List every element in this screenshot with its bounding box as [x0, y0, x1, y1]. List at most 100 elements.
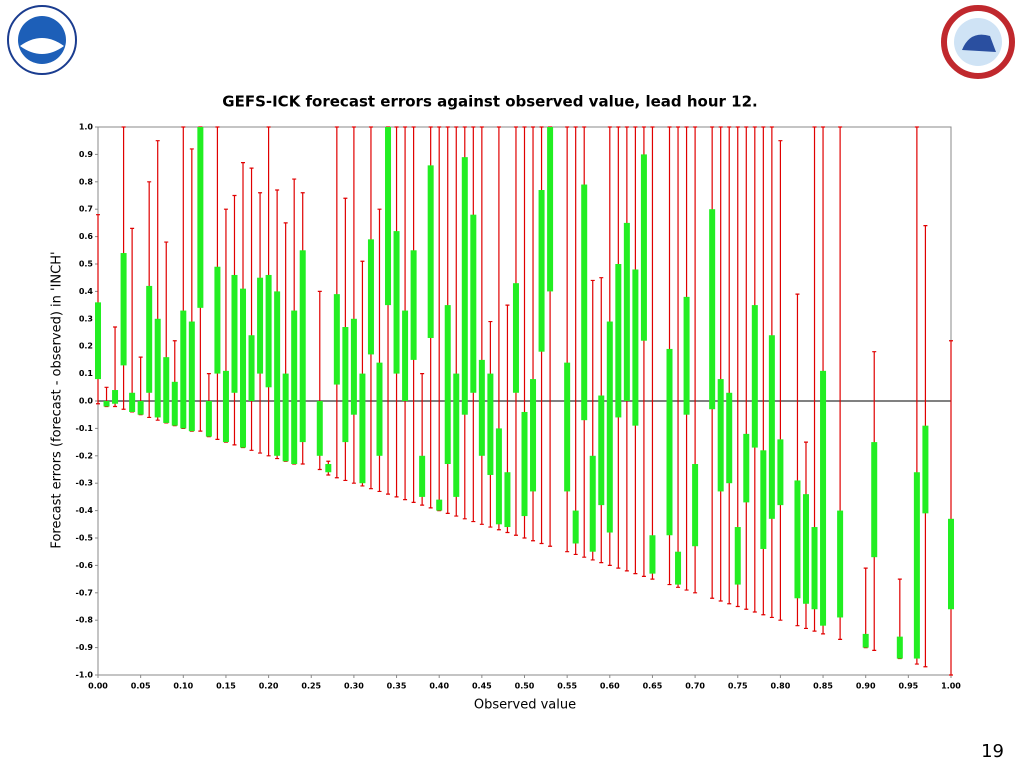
y-tick-label: -0.2 [76, 451, 94, 460]
y-tick-label: -1.0 [76, 671, 94, 680]
whisker [676, 126, 681, 588]
box [504, 472, 511, 528]
whisker [744, 126, 749, 610]
box [333, 294, 340, 385]
x-tick-label: 0.70 [685, 682, 705, 691]
box [683, 296, 690, 415]
box [129, 392, 136, 412]
box [205, 401, 212, 437]
box [666, 348, 673, 536]
box [743, 433, 750, 503]
box [367, 239, 374, 355]
x-tick-label: 0.80 [771, 682, 791, 691]
box [564, 362, 571, 492]
y-tick-label: -0.4 [76, 506, 94, 515]
whisker [479, 126, 484, 525]
y-tick-label: 0.7 [79, 205, 93, 214]
box [538, 190, 545, 352]
box [427, 165, 434, 338]
x-tick-label: 0.85 [813, 682, 833, 691]
box [820, 370, 827, 626]
box [470, 214, 477, 393]
box [436, 499, 443, 511]
box [948, 518, 954, 610]
y-tick-label: 1.0 [79, 123, 94, 132]
x-tick-label: 0.30 [344, 682, 364, 691]
whisker [727, 126, 732, 605]
box [521, 411, 528, 517]
y-tick-label: 0.0 [79, 397, 94, 406]
box [112, 390, 119, 404]
box [811, 527, 818, 610]
x-tick-label: 0.90 [856, 682, 876, 691]
x-tick-label: 0.35 [387, 682, 407, 691]
y-tick-label: -0.6 [76, 561, 94, 570]
plot: 1.0 0.9 0.8 0.7 0.6 0.5 0.4 0.3 0.2 0.1 0.0 -0.1 -0.… [76, 123, 962, 691]
chart-title: GEFS-ICK forecast errors against observe… [222, 93, 757, 111]
box [171, 381, 178, 426]
box [692, 464, 699, 547]
whisker [650, 126, 655, 580]
box [257, 277, 264, 374]
x-tick-label: 0.75 [728, 682, 748, 691]
box [768, 335, 775, 519]
box [734, 527, 741, 585]
box [640, 154, 647, 341]
box [248, 335, 255, 401]
box [180, 310, 187, 429]
whisker [130, 227, 135, 413]
box [402, 310, 409, 401]
box [146, 285, 153, 393]
box [751, 305, 758, 448]
box [760, 450, 767, 549]
x-tick-label: 0.65 [643, 682, 663, 691]
whisker [735, 126, 740, 608]
box [214, 266, 221, 374]
x-tick-label: 1.00 [941, 682, 961, 691]
box [197, 127, 204, 308]
x-tick-label: 0.25 [301, 682, 321, 691]
box [802, 494, 809, 604]
y-axis-label: Forecast errors (forecast - observed) in… [50, 251, 65, 548]
noaa-logo [7, 5, 77, 75]
box [282, 373, 289, 462]
y-tick-label: -0.5 [76, 534, 94, 543]
box [896, 636, 903, 659]
box [316, 401, 323, 456]
box [837, 510, 844, 618]
y-tick-label: 0.8 [79, 177, 94, 186]
y-tick-label: 0.9 [79, 150, 94, 159]
box [512, 283, 519, 393]
x-tick-label: 0.95 [898, 682, 918, 691]
box [530, 379, 537, 492]
box [623, 222, 630, 401]
box [862, 633, 869, 648]
whisker [437, 126, 442, 512]
box [794, 480, 801, 599]
box [274, 291, 281, 456]
box [410, 250, 417, 360]
nws-logo [941, 5, 1015, 79]
box [419, 455, 426, 497]
box [154, 318, 161, 418]
box [342, 327, 349, 443]
box [265, 274, 272, 388]
box [95, 302, 101, 380]
box [913, 472, 920, 659]
y-tick-label: -0.1 [76, 424, 94, 433]
y-tick-label: 0.1 [79, 369, 94, 378]
box [299, 250, 306, 443]
y-tick-label: 0.3 [79, 314, 93, 323]
box [325, 464, 332, 473]
box [495, 428, 502, 525]
box [385, 127, 392, 306]
x-tick-label: 0.60 [600, 682, 620, 691]
x-tick-label: 0.55 [557, 682, 577, 691]
box [589, 455, 596, 552]
box [376, 362, 383, 456]
box [547, 127, 554, 292]
box [922, 425, 929, 514]
box [120, 253, 127, 366]
box [163, 357, 170, 423]
